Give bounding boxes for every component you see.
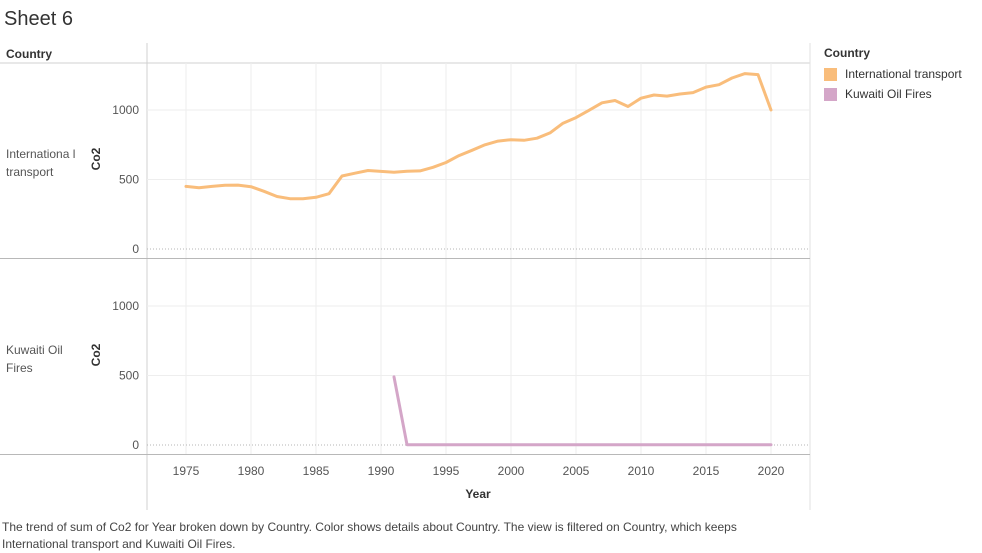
- y-tick-label: 0: [132, 438, 139, 452]
- x-tick-label: 2010: [628, 464, 655, 478]
- y-tick-label: 0: [132, 242, 139, 256]
- chart-caption: The trend of sum of Co2 for Year broken …: [2, 520, 737, 551]
- legend-label: Kuwaiti Oil Fires: [845, 87, 932, 101]
- x-tick-label: 1995: [433, 464, 460, 478]
- legend: Country International transport Kuwaiti …: [824, 46, 962, 104]
- sheet-title: Sheet 6: [4, 8, 73, 30]
- legend-title: Country: [824, 46, 870, 60]
- legend-item-kuwaiti-oil-fires[interactable]: Kuwaiti Oil Fires: [824, 84, 962, 104]
- series-line-international-transport: [184, 72, 773, 201]
- x-tick-label: 2000: [498, 464, 525, 478]
- y-tick-label: 1000: [112, 103, 139, 117]
- x-tick-label: 2005: [563, 464, 590, 478]
- x-tick-label: 1980: [238, 464, 265, 478]
- x-tick-label: 1990: [368, 464, 395, 478]
- x-tick-label: 1975: [173, 464, 200, 478]
- legend-swatch: [824, 87, 837, 101]
- x-tick-label: 1985: [303, 464, 330, 478]
- legend-item-international-transport[interactable]: International transport: [824, 64, 962, 84]
- y-tick-label: 500: [119, 173, 139, 187]
- row-label-international-transport[interactable]: Internationa l transport: [6, 147, 76, 179]
- legend-label: International transport: [845, 67, 962, 81]
- series-line-kuwaiti-oil-fires: [392, 375, 773, 447]
- x-tick-label: 2015: [693, 464, 720, 478]
- row-label-kuwaiti-oil-fires[interactable]: Kuwaiti Oil Fires: [6, 343, 63, 375]
- y-tick-label: 500: [119, 369, 139, 383]
- x-axis-title: Year: [465, 487, 491, 501]
- row-dimension-header[interactable]: Country: [6, 47, 52, 61]
- x-tick-label: 2020: [758, 464, 785, 478]
- y-tick-label: 1000: [112, 299, 139, 313]
- legend-swatch: [824, 67, 837, 81]
